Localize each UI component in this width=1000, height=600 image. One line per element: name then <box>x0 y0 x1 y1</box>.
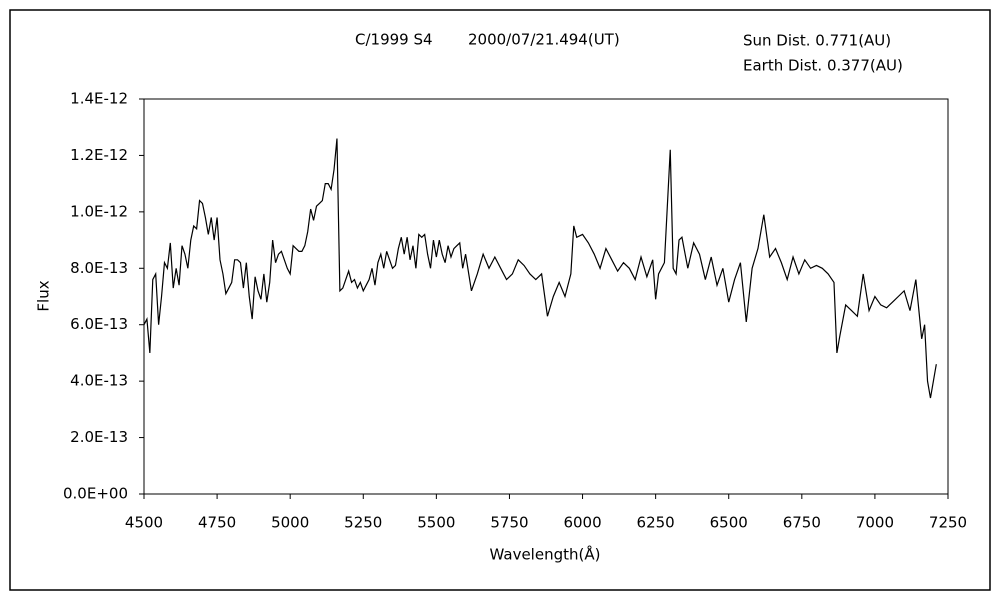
x-tick-label: 6750 <box>783 514 821 532</box>
y-tick-label: 0.0E+00 <box>63 485 128 503</box>
x-tick-label: 4500 <box>125 514 163 532</box>
x-tick-label: 6250 <box>637 514 675 532</box>
x-tick-label: 6000 <box>563 514 601 532</box>
y-tick-label: 1.0E-12 <box>70 202 128 220</box>
x-tick-label: 4750 <box>198 514 236 532</box>
y-tick-label: 6.0E-13 <box>70 315 128 333</box>
x-tick-label: 5500 <box>417 514 455 532</box>
x-tick-label: 5250 <box>344 514 382 532</box>
y-tick-label: 1.2E-12 <box>70 146 128 164</box>
y-tick-label: 2.0E-13 <box>70 428 128 446</box>
x-tick-label: 6500 <box>710 514 748 532</box>
annotation: Earth Dist. 0.377(AU) <box>743 57 903 75</box>
chart-subtitle: 2000/07/21.494(UT) <box>468 31 620 49</box>
spectrum-line <box>143 138 937 399</box>
x-tick-label: 5000 <box>271 514 309 532</box>
x-tick-label: 7000 <box>856 514 894 532</box>
chart-title: C/1999 S4 <box>355 31 433 49</box>
y-tick-label: 8.0E-13 <box>70 259 128 277</box>
plot-area <box>143 98 949 495</box>
y-tick-label: 4.0E-13 <box>70 372 128 390</box>
y-tick-label: 1.4E-12 <box>70 90 128 108</box>
y-axis-label: Flux <box>35 280 53 311</box>
x-tick-label: 7250 <box>929 514 967 532</box>
x-tick-label: 5750 <box>490 514 528 532</box>
x-axis-label: Wavelength(Å) <box>490 545 601 564</box>
annotation: Sun Dist. 0.771(AU) <box>743 32 891 50</box>
